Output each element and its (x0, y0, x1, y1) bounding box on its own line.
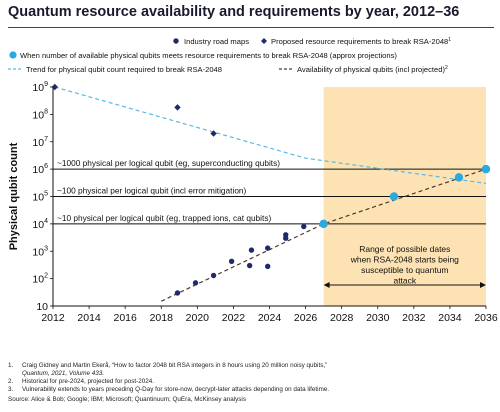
crossover-point (481, 164, 491, 174)
shaded-range-label: when RSA-2048 starts being (350, 255, 459, 265)
industry-roadmap-point (228, 258, 235, 264)
x-tick-label: 2024 (258, 312, 282, 324)
legend-marker-proposed (261, 38, 267, 44)
x-tick-label: 2014 (77, 312, 101, 324)
x-tick-label: 2012 (41, 312, 65, 324)
legend-label-availability: Availability of physical qubits (incl pr… (297, 65, 448, 74)
x-tick-label: 2026 (294, 312, 318, 324)
footnote-1: 1. Craig Gidney and Martin Ekerå, “How to… (8, 362, 329, 370)
x-tick-label: 2020 (186, 312, 210, 324)
x-tick-label: 2032 (402, 312, 426, 324)
y-tick-label: 107 (32, 136, 48, 149)
footnote-text: Vulnerability extends to years preceding… (22, 386, 330, 393)
reference-line-label: ~1000 physical per logical qubit (eg, su… (57, 158, 280, 168)
footnote-number: 3. (8, 386, 14, 393)
shaded-range-label: susceptible to quantum (361, 265, 448, 275)
footnote-2: 2. Historical for pre-2024, projected for… (8, 378, 329, 386)
footnote-number: 1. (8, 362, 14, 369)
shaded-range-label: attack (393, 276, 416, 286)
footnote-1-continued: Quantum, 2021, Volume 433. (8, 370, 329, 378)
crossover-point (319, 219, 328, 229)
footnote-text: Quantum, 2021, Volume 433. (22, 370, 105, 377)
x-tick-label: 2022 (222, 312, 246, 324)
industry-roadmap-point (210, 272, 217, 279)
industry-roadmap-point (264, 263, 271, 270)
industry-roadmap-point (246, 262, 253, 269)
title-divider (8, 27, 494, 28)
footnote-number: 2. (8, 378, 14, 385)
legend-label-proposed: Proposed resource requirements to break … (271, 37, 451, 46)
reference-line-label: ~100 physical per logical qubit (incl er… (57, 186, 247, 196)
range-arrow-head-left (323, 282, 330, 288)
crossover-point (389, 192, 399, 201)
x-tick-label: 2018 (150, 312, 174, 324)
footnote-3: 3. Vulnerability extends to years precedi… (8, 386, 329, 394)
chart-title: Quantum resource availability and requir… (8, 4, 460, 20)
reference-line-label: ~10 physical per logical qubit (eg, trap… (57, 213, 271, 223)
legend-label-industry: Industry road maps (184, 37, 249, 46)
industry-roadmap-point (192, 280, 199, 286)
trend-line (54, 86, 487, 184)
y-tick-label: 108 (32, 108, 48, 121)
x-tick-label: 2028 (330, 312, 354, 324)
industry-roadmap-point (174, 290, 181, 296)
source-note: Source: Alice & Bob; Google; IBM; Micros… (8, 396, 246, 403)
crossover-point (454, 173, 464, 182)
legend-label-crossover: When number of available physical qubits… (20, 51, 397, 60)
proposed-requirement-point (174, 104, 181, 111)
shaded-range-label: Range of possible dates (359, 244, 450, 254)
y-tick-label: 105 (32, 191, 48, 204)
y-tick-label: 102 (32, 273, 48, 286)
chart: ~1000 physical per logical qubit (eg, su… (8, 37, 498, 324)
legend-marker-crossover (9, 51, 17, 59)
industry-roadmap-point (283, 232, 289, 238)
industry-roadmap-point (248, 247, 255, 253)
legend-label-trend: Trend for physical qubit count required … (26, 65, 222, 74)
x-tick-label: 2034 (438, 312, 462, 324)
y-tick-label: 104 (32, 218, 48, 231)
industry-roadmap-point (301, 223, 307, 230)
y-tick-label: 106 (32, 163, 48, 176)
x-tick-label: 2036 (474, 312, 498, 324)
range-arrow-head-right (480, 282, 486, 288)
footnote-text: Historical for pre-2024, projected for p… (22, 378, 154, 385)
y-tick-label: 10 (36, 301, 48, 313)
proposed-requirement-point (210, 130, 217, 137)
x-tick-label: 2030 (366, 312, 390, 324)
legend-marker-industry (173, 38, 179, 44)
y-tick-label: 103 (32, 245, 48, 258)
y-axis-title: Physical qubit count (8, 142, 20, 250)
footnotes: 1. Craig Gidney and Martin Ekerå, “How to… (8, 362, 329, 404)
y-tick-label: 109 (32, 81, 48, 94)
footnote-text: Craig Gidney and Martin Ekerå, “How to f… (22, 362, 328, 369)
x-tick-label: 2016 (113, 312, 137, 324)
industry-roadmap-point (264, 245, 271, 251)
